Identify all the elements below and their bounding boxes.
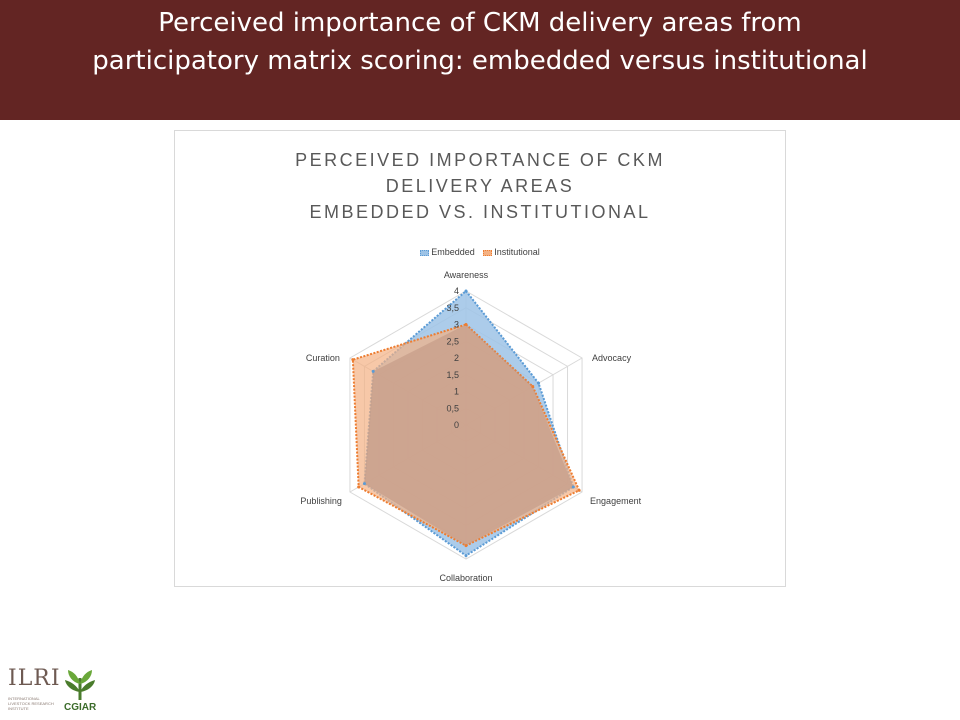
tick-label: 2,5 bbox=[446, 336, 459, 346]
data-point-institutional bbox=[464, 323, 468, 326]
tick-label: 2 bbox=[454, 353, 459, 363]
chart-title-line-2: DELIVERY AREAS bbox=[385, 176, 575, 196]
category-label: Publishing bbox=[300, 496, 342, 506]
legend-item-embedded: Embedded bbox=[420, 247, 475, 257]
data-point-embedded bbox=[464, 554, 468, 558]
tick-label: 4 bbox=[454, 286, 459, 296]
legend-label-institutional: Institutional bbox=[494, 247, 540, 257]
data-point-embedded bbox=[362, 482, 366, 486]
category-label: Engagement bbox=[590, 496, 642, 506]
data-point-institutional bbox=[351, 358, 355, 362]
chart-title-line-1: PERCEIVED IMPORTANCE OF CKM bbox=[295, 150, 665, 170]
tick-label: 0,5 bbox=[446, 403, 459, 413]
radar-chart: PERCEIVED IMPORTANCE OF CKM DELIVERY ARE… bbox=[174, 130, 786, 587]
tick-label: 1 bbox=[454, 387, 459, 397]
legend-swatch-institutional bbox=[483, 249, 493, 256]
cgiar-leaf-icon bbox=[65, 670, 95, 700]
data-point-embedded bbox=[464, 289, 468, 293]
slide-title-line-2: participatory matrix scoring: embedded v… bbox=[92, 46, 868, 76]
category-label: Collaboration bbox=[439, 573, 492, 583]
data-point-embedded bbox=[537, 381, 541, 385]
slide-title: Perceived importance of CKM delivery are… bbox=[0, 4, 960, 80]
legend-label-embedded: Embedded bbox=[431, 247, 475, 257]
data-point-embedded bbox=[571, 485, 575, 489]
cgiar-logo: CGIAR bbox=[64, 702, 97, 713]
tick-label: 3,5 bbox=[446, 303, 459, 313]
category-label: Advocacy bbox=[592, 353, 632, 363]
tick-label: 0 bbox=[454, 420, 459, 430]
ilri-logo: ILRI bbox=[8, 666, 61, 691]
ilri-logo-subtitle: INTERNATIONAL LIVESTOCK RESEARCH INSTITU… bbox=[8, 696, 54, 711]
data-point-institutional bbox=[531, 384, 535, 388]
title-band: Perceived importance of CKM delivery are… bbox=[0, 0, 960, 120]
footer-logos: ILRI INTERNATIONAL LIVESTOCK RESEARCH IN… bbox=[0, 658, 200, 720]
category-label: Awareness bbox=[444, 270, 489, 280]
data-point-institutional bbox=[464, 544, 468, 548]
data-point-embedded bbox=[371, 369, 375, 373]
data-point-institutional bbox=[357, 485, 361, 489]
tick-label: 1,5 bbox=[446, 370, 459, 380]
slide-title-line-1: Perceived importance of CKM delivery are… bbox=[158, 8, 802, 38]
category-label: Curation bbox=[306, 353, 340, 363]
chart-title-line-3: EMBEDDED VS. INSTITUTIONAL bbox=[309, 202, 651, 222]
legend-swatch-embedded bbox=[420, 249, 430, 256]
data-point-institutional bbox=[577, 488, 581, 492]
chart-legend: Embedded Institutional bbox=[175, 247, 785, 257]
radar-plot: 0 0,5 1 1,5 2 2,5 3 3,5 4 Awareness Advocacy Engage… bbox=[300, 270, 642, 583]
legend-item-institutional: Institutional bbox=[483, 247, 540, 257]
chart-title: PERCEIVED IMPORTANCE OF CKM DELIVERY ARE… bbox=[175, 147, 785, 225]
series-overlap-area bbox=[364, 324, 574, 546]
tick-label: 3 bbox=[454, 320, 459, 330]
